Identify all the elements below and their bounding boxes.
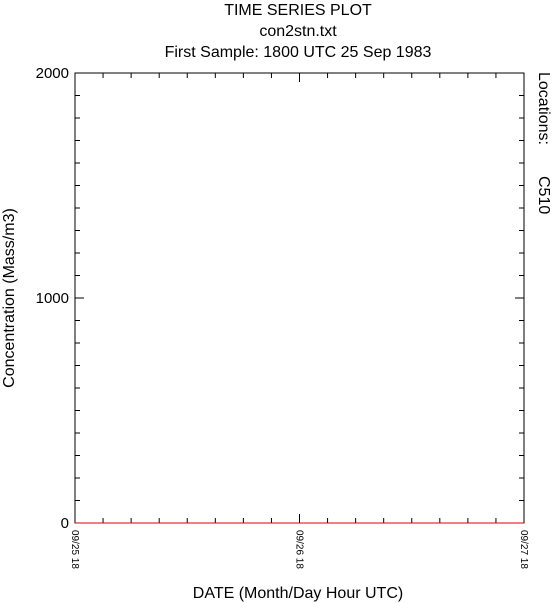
x-tick-label: 09/25 18	[69, 530, 80, 569]
chart-subtitle-sample: First Sample: 1800 UTC 25 Sep 1983	[165, 44, 432, 61]
axis-ticks	[74, 72, 525, 524]
y-tick-label: 1000	[36, 290, 69, 307]
legend-entry-c510: C510	[535, 176, 552, 214]
plot-frame	[74, 72, 525, 524]
y-tick-label: 2000	[36, 65, 69, 82]
y-tick-labels: 0 1000 2000	[36, 65, 69, 532]
chart-subtitle-file: con2stn.txt	[259, 23, 337, 40]
x-tick-label: 09/27 18	[518, 530, 529, 569]
y-tick-label: 0	[61, 515, 69, 532]
x-tick-label: 09/26 18	[294, 530, 305, 569]
chart-title: TIME SERIES PLOT	[224, 2, 372, 19]
legend-title: Locations:	[535, 72, 552, 145]
plot-area	[74, 72, 525, 524]
x-axis-label: DATE (Month/Day Hour UTC)	[193, 585, 403, 602]
legend: Locations: C510	[535, 72, 552, 214]
x-tick-labels: 09/25 18 09/26 18 09/27 18	[69, 530, 529, 569]
y-axis-label: Concentration (Mass/m3)	[1, 208, 18, 388]
